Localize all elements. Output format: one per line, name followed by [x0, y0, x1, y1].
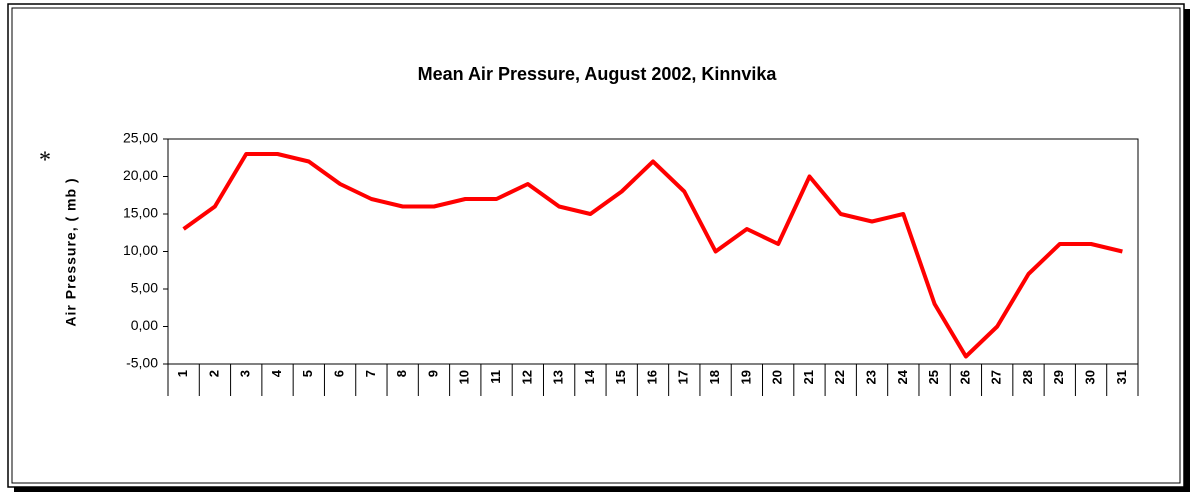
x-tick-label: 21	[801, 370, 816, 384]
y-tick-label: 20,00	[123, 167, 158, 183]
y-tick-label: 25,00	[123, 130, 158, 146]
x-tick-label: 16	[644, 370, 659, 384]
x-tick-label: 11	[488, 370, 503, 384]
x-tick-label: 9	[425, 370, 440, 377]
x-tick-label: 18	[707, 370, 722, 384]
x-tick-label: 6	[332, 370, 347, 377]
x-tick-label: 30	[1083, 370, 1098, 384]
y-tick-label: -5,00	[126, 355, 158, 371]
y-tick-label: 5,00	[131, 280, 158, 296]
annotation: *	[39, 148, 51, 174]
x-tick-label: 23	[863, 370, 878, 384]
x-tick-label: 5	[300, 370, 315, 377]
x-tick-label: 4	[269, 369, 284, 377]
x-tick-label: 7	[363, 370, 378, 377]
x-tick-label: 14	[582, 369, 597, 384]
x-tick-label: 2	[206, 370, 221, 377]
x-tick-label: 31	[1114, 370, 1129, 384]
x-tick-label: 22	[832, 370, 847, 384]
x-tick-label: 29	[1051, 370, 1066, 384]
y-tick-label: 15,00	[123, 205, 158, 221]
chart-title: Mean Air Pressure, August 2002, Kinnvika	[418, 64, 778, 84]
x-tick-label: 3	[238, 370, 253, 377]
x-tick-label: 19	[738, 370, 753, 384]
x-tick-label: 12	[519, 370, 534, 384]
x-tick-label: 25	[926, 370, 941, 384]
line-series	[182, 152, 1123, 359]
y-tick-label: 0,00	[131, 317, 158, 333]
x-tick-label: 1	[175, 370, 190, 377]
x-tick-label: 17	[676, 370, 691, 384]
frame	[7, 3, 1185, 488]
x-tick-label: 24	[895, 369, 910, 384]
x-tick-label: 26	[957, 370, 972, 384]
x-tick-label: 13	[551, 370, 566, 384]
frame-inner	[11, 7, 1181, 484]
x-tick-label: 15	[613, 370, 628, 384]
x-tick-label: 20	[770, 370, 785, 384]
x-tick-label: 28	[1020, 370, 1035, 384]
y-axis-label: Air Pressure, ( mb )	[63, 177, 79, 326]
x-tick-label: 27	[989, 370, 1004, 384]
y-tick-label: 10,00	[123, 242, 158, 258]
x-tick-label: 8	[394, 370, 409, 377]
x-tick-label: 10	[457, 370, 472, 384]
